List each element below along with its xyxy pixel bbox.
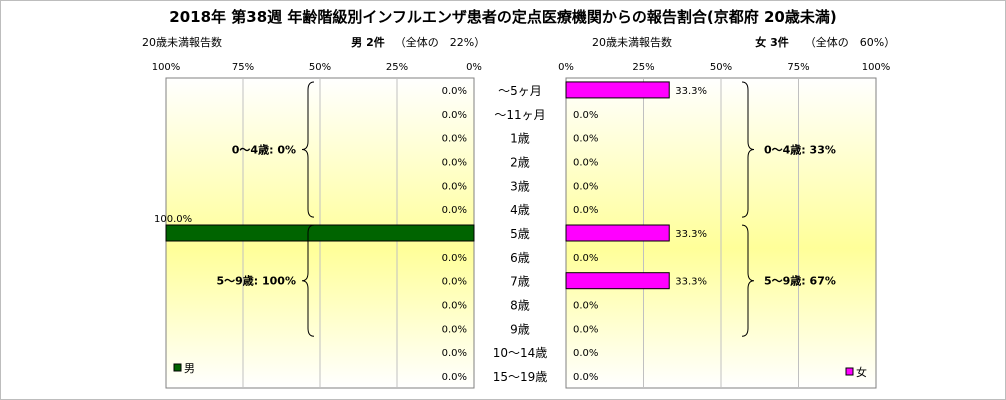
value-label-male: 0.0%: [442, 277, 467, 288]
value-label-female: 0.0%: [573, 205, 598, 216]
value-label-male: 0.0%: [442, 181, 467, 192]
legend-label-female: 女: [856, 365, 867, 379]
value-label-male: 0.0%: [442, 110, 467, 121]
value-label-male: 100.0%: [154, 214, 192, 225]
value-label-male: 0.0%: [442, 324, 467, 335]
female-count: 女 3件: [755, 35, 788, 49]
value-label-female: 0.0%: [573, 134, 598, 145]
x-tick-male: 50%: [309, 62, 331, 73]
x-tick-female: 25%: [632, 62, 654, 73]
age-category-label: 9歳: [510, 322, 530, 336]
value-label-female: 0.0%: [573, 181, 598, 192]
value-label-female: 33.3%: [675, 86, 707, 97]
group-label-male: 0～4歳: 0%: [232, 143, 296, 157]
age-category-label: 4歳: [510, 203, 530, 217]
value-label-female: 0.0%: [573, 324, 598, 335]
age-category-label: 1歳: [510, 132, 530, 146]
value-label-female: 0.0%: [573, 301, 598, 312]
legend-swatch-female: [845, 367, 854, 376]
age-category-label: 5歳: [510, 227, 530, 241]
male-header-label: 20歳未満報告数: [142, 36, 222, 49]
value-label-male: 0.0%: [442, 372, 467, 383]
value-label-female: 0.0%: [573, 157, 598, 168]
legend-swatch-male: [173, 363, 182, 372]
value-label-male: 0.0%: [442, 134, 467, 145]
value-label-female: 0.0%: [573, 253, 598, 264]
age-category-label: 2歳: [510, 155, 530, 169]
x-tick-male: 0%: [466, 62, 482, 73]
value-label-male: 0.0%: [442, 253, 467, 264]
age-category-label: ～5ヶ月: [498, 84, 542, 98]
value-label-female: 0.0%: [573, 372, 598, 383]
value-label-female: 0.0%: [573, 110, 598, 121]
group-label-female: 5～9歳: 67%: [764, 274, 836, 288]
x-tick-female: 0%: [558, 62, 574, 73]
male-share: （全体の 22%）: [395, 35, 485, 49]
group-brace-female: [741, 224, 755, 337]
group-brace-male: [301, 81, 315, 218]
x-tick-female: 100%: [862, 62, 891, 73]
value-label-female: 33.3%: [675, 229, 707, 240]
legend-label-male: 男: [184, 362, 195, 375]
group-brace-male: [301, 224, 315, 337]
male-count: 男 2件: [351, 35, 384, 49]
x-tick-female: 75%: [787, 62, 809, 73]
value-label-male: 0.0%: [442, 86, 467, 97]
bar-female: [565, 272, 670, 290]
x-tick-female: 50%: [710, 62, 732, 73]
bar-female: [565, 81, 670, 99]
value-label-female: 0.0%: [573, 348, 598, 359]
age-category-label: 8歳: [510, 299, 530, 313]
x-tick-male: 75%: [232, 62, 254, 73]
value-label-male: 0.0%: [442, 157, 467, 168]
age-category-label: 10～14歳: [493, 346, 548, 360]
bar-female: [565, 224, 670, 242]
age-category-label: 3歳: [510, 179, 530, 193]
female-header-label: 20歳未満報告数: [592, 36, 672, 49]
age-category-label: 7歳: [510, 275, 530, 289]
value-label-male: 0.0%: [442, 301, 467, 312]
x-tick-male: 100%: [152, 62, 181, 73]
group-label-male: 5～9歳: 100%: [216, 274, 296, 288]
female-share: （全体の 60%）: [805, 35, 895, 49]
age-category-label: ～11ヶ月: [494, 108, 545, 122]
age-category-label: 15～19歳: [493, 370, 548, 384]
age-category-label: 6歳: [510, 251, 530, 265]
group-label-female: 0～4歳: 33%: [764, 143, 836, 157]
value-label-male: 0.0%: [442, 205, 467, 216]
value-label-male: 0.0%: [442, 348, 467, 359]
value-label-female: 33.3%: [675, 277, 707, 288]
x-tick-male: 25%: [386, 62, 408, 73]
bar-male: [165, 224, 475, 242]
chart-title: 2018年 第38週 年齢階級別インフルエンザ患者の定点医療機関からの報告割合(…: [169, 8, 836, 26]
group-brace-female: [741, 81, 755, 218]
